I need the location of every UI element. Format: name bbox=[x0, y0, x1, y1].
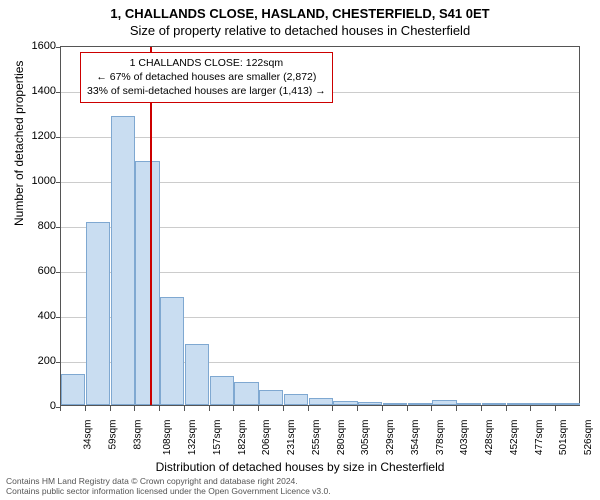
xtick-mark bbox=[85, 406, 86, 411]
ytick-label: 400 bbox=[16, 310, 56, 322]
xtick-mark bbox=[456, 406, 457, 411]
xtick-mark bbox=[233, 406, 234, 411]
histogram-bar bbox=[259, 390, 283, 405]
ytick-mark bbox=[56, 182, 61, 183]
histogram-bar bbox=[160, 297, 184, 405]
xtick-label: 452sqm bbox=[509, 420, 520, 456]
histogram-bar bbox=[556, 403, 580, 405]
histogram-bar bbox=[185, 344, 209, 405]
xtick-label: 378sqm bbox=[435, 420, 446, 456]
xtick-label: 83sqm bbox=[132, 420, 143, 450]
title-line1: 1, CHALLANDS CLOSE, HASLAND, CHESTERFIEL… bbox=[0, 0, 600, 21]
xtick-label: 59sqm bbox=[107, 420, 118, 450]
ytick-label: 0 bbox=[16, 400, 56, 412]
xtick-label: 108sqm bbox=[162, 420, 173, 456]
xtick-label: 231sqm bbox=[286, 420, 297, 456]
histogram-bar bbox=[358, 402, 382, 405]
xtick-label: 157sqm bbox=[212, 420, 223, 456]
title-line2: Size of property relative to detached ho… bbox=[0, 21, 600, 38]
xtick-label: 132sqm bbox=[187, 420, 198, 456]
xtick-label: 477sqm bbox=[534, 420, 545, 456]
histogram-bar bbox=[234, 382, 258, 405]
gridline bbox=[61, 137, 579, 138]
xtick-mark bbox=[481, 406, 482, 411]
histogram-bar bbox=[135, 161, 159, 405]
ytick-label: 1200 bbox=[16, 130, 56, 142]
xtick-label: 526sqm bbox=[583, 420, 594, 456]
xtick-mark bbox=[332, 406, 333, 411]
xtick-mark bbox=[184, 406, 185, 411]
ytick-mark bbox=[56, 362, 61, 363]
xtick-label: 501sqm bbox=[559, 420, 570, 456]
histogram-bar bbox=[507, 403, 531, 405]
xtick-label: 206sqm bbox=[261, 420, 272, 456]
xtick-mark bbox=[110, 406, 111, 411]
xtick-label: 255sqm bbox=[311, 420, 322, 456]
xtick-mark bbox=[283, 406, 284, 411]
xtick-label: 280sqm bbox=[336, 420, 347, 456]
histogram-bar bbox=[408, 403, 432, 405]
xtick-label: 329sqm bbox=[385, 420, 396, 456]
xtick-label: 182sqm bbox=[237, 420, 248, 456]
histogram-bar bbox=[284, 394, 308, 405]
ytick-mark bbox=[56, 317, 61, 318]
chart-area: 02004006008001000120014001600 34sqm59sqm… bbox=[60, 46, 580, 406]
xtick-label: 34sqm bbox=[83, 420, 94, 450]
ytick-label: 800 bbox=[16, 220, 56, 232]
histogram-bar bbox=[457, 403, 481, 405]
histogram-bar bbox=[432, 400, 456, 405]
histogram-bar bbox=[333, 401, 357, 405]
annotation-line1: 1 CHALLANDS CLOSE: 122sqm bbox=[87, 56, 326, 70]
xtick-label: 305sqm bbox=[360, 420, 371, 456]
ytick-mark bbox=[56, 227, 61, 228]
xtick-label: 403sqm bbox=[460, 420, 471, 456]
histogram-bar bbox=[531, 403, 555, 405]
xtick-mark bbox=[506, 406, 507, 411]
xtick-mark bbox=[555, 406, 556, 411]
xtick-mark bbox=[407, 406, 408, 411]
ytick-label: 1000 bbox=[16, 175, 56, 187]
xtick-mark bbox=[134, 406, 135, 411]
xtick-label: 354sqm bbox=[410, 420, 421, 456]
footer-line2: Contains public sector information licen… bbox=[6, 486, 331, 497]
xtick-mark bbox=[209, 406, 210, 411]
xtick-mark bbox=[357, 406, 358, 411]
annotation-box: 1 CHALLANDS CLOSE: 122sqm ← 67% of detac… bbox=[80, 52, 333, 103]
histogram-bar bbox=[210, 376, 234, 405]
xtick-mark bbox=[60, 406, 61, 411]
x-axis-label: Distribution of detached houses by size … bbox=[0, 460, 600, 474]
xtick-label: 428sqm bbox=[484, 420, 495, 456]
histogram-bar bbox=[482, 403, 506, 405]
xtick-mark bbox=[382, 406, 383, 411]
xtick-mark bbox=[530, 406, 531, 411]
ytick-mark bbox=[56, 92, 61, 93]
ytick-label: 1400 bbox=[16, 85, 56, 97]
histogram-bar bbox=[309, 398, 333, 405]
footer: Contains HM Land Registry data © Crown c… bbox=[6, 476, 331, 497]
ytick-mark bbox=[56, 272, 61, 273]
ytick-mark bbox=[56, 137, 61, 138]
histogram-bar bbox=[61, 374, 85, 406]
ytick-label: 200 bbox=[16, 355, 56, 367]
histogram-bar bbox=[383, 403, 407, 405]
footer-line1: Contains HM Land Registry data © Crown c… bbox=[6, 476, 331, 487]
xtick-mark bbox=[258, 406, 259, 411]
annotation-line3: 33% of semi-detached houses are larger (… bbox=[87, 84, 326, 98]
histogram-bar bbox=[86, 222, 110, 405]
histogram-bar bbox=[111, 116, 135, 405]
xtick-mark bbox=[431, 406, 432, 411]
annotation-line2: ← 67% of detached houses are smaller (2,… bbox=[87, 70, 326, 84]
xtick-mark bbox=[159, 406, 160, 411]
ytick-label: 1600 bbox=[16, 40, 56, 52]
xtick-mark bbox=[308, 406, 309, 411]
ytick-mark bbox=[56, 47, 61, 48]
ytick-label: 600 bbox=[16, 265, 56, 277]
